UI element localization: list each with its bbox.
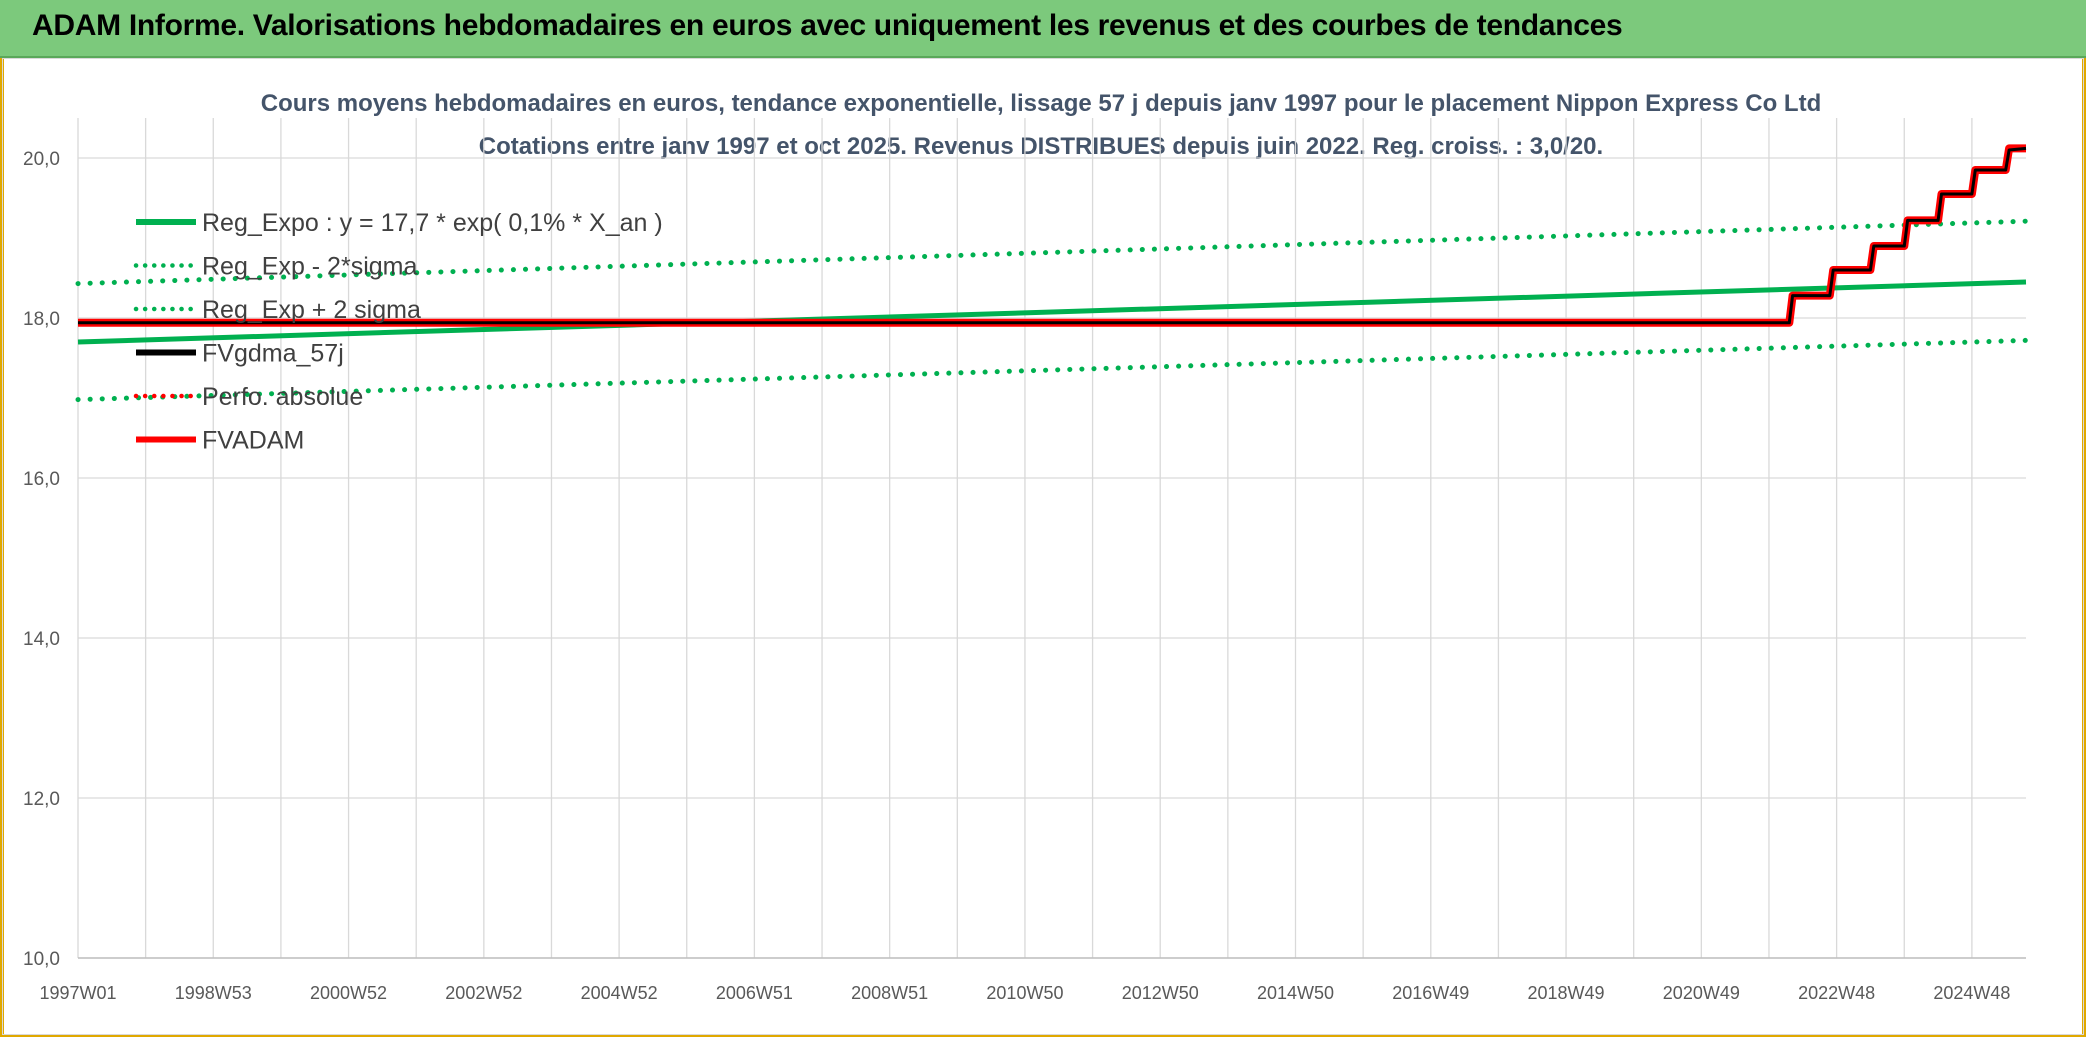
x-tick-label: 1998W53: [175, 983, 252, 1003]
series-line: [75, 337, 2029, 403]
x-axis-ticks: 1997W01 1998W53 2000W52 2002W52 2004W52 2006W…: [39, 983, 2010, 1003]
y-axis-ticks: 10,0 12,0 14,0 16,0 18,0 20,0: [23, 149, 60, 970]
gridlines: [77, 118, 2026, 959]
x-tick-label: 2010W50: [986, 983, 1063, 1003]
y-tick-label: 12,0: [23, 789, 60, 810]
header-banner: ADAM Informe. Valorisations hebdomadaire…: [0, 0, 2086, 58]
chart-title: Cours moyens hebdomadaires en euros, ten…: [261, 90, 1821, 117]
plot-series: [75, 144, 2029, 403]
x-tick-label: 2022W48: [1798, 983, 1875, 1003]
series-line: [78, 146, 2027, 325]
x-tick-label: 2020W49: [1663, 983, 1740, 1003]
x-tick-label: 2016W49: [1392, 983, 1469, 1003]
series-line: [75, 218, 2029, 287]
x-tick-label: 2008W51: [851, 983, 928, 1003]
x-tick-label: 2000W52: [310, 983, 387, 1003]
x-tick-label: 2018W49: [1528, 983, 1605, 1003]
y-tick-label: 14,0: [23, 629, 60, 650]
chart-subtitle: Cotations entre janv 1997 et oct 2025. R…: [479, 133, 1603, 160]
chart-area-border: [2, 58, 2084, 1035]
x-tick-label: 2006W51: [716, 983, 793, 1003]
y-tick-label: 18,0: [23, 309, 60, 330]
x-tick-label: 2014W50: [1257, 983, 1334, 1003]
y-tick-label: 16,0: [23, 469, 60, 490]
legend-entry-label: Reg_Exp - 2*sigma: [202, 253, 417, 281]
x-tick-label: 2024W48: [1933, 983, 2010, 1003]
legend: Reg_Expo : y = 17,7 * exp( 0,1% * X_an )…: [133, 209, 663, 455]
legend-entry-label: Perfo. absolue: [202, 383, 363, 411]
page-title: ADAM Informe. Valorisations hebdomadaire…: [32, 9, 1623, 42]
x-tick-label: 2002W52: [445, 983, 522, 1003]
y-tick-label: 20,0: [23, 149, 60, 170]
x-tick-label: 1997W01: [39, 983, 116, 1003]
series-line: [77, 279, 2027, 345]
legend-entry-label: Reg_Exp + 2 sigma: [202, 296, 421, 324]
y-tick-label: 10,0: [23, 949, 60, 970]
legend-entry-label: FVADAM: [202, 427, 304, 455]
x-tick-label: 2012W50: [1122, 983, 1199, 1003]
legend-entry-label: FVgdma_57j: [202, 340, 344, 368]
legend-entry-label: Reg_Expo : y = 17,7 * exp( 0,1% * X_an ): [202, 209, 663, 237]
x-tick-label: 2004W52: [581, 983, 658, 1003]
